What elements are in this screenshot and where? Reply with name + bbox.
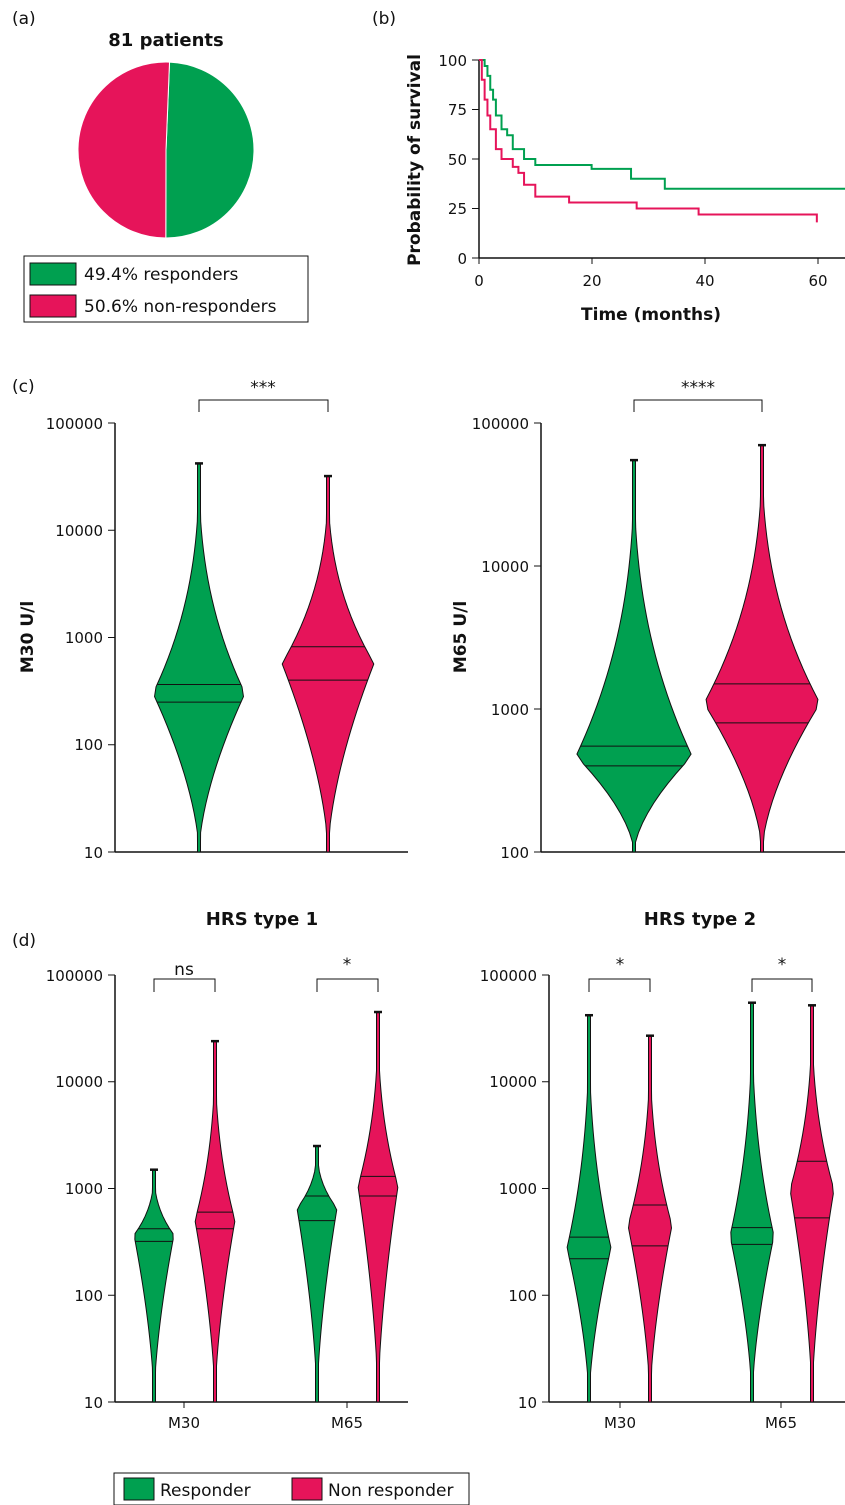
m30-significance-bracket <box>198 399 329 412</box>
km-x-tick-label: 0 <box>474 272 484 290</box>
hrs2-m30-significance-bracket <box>588 978 651 992</box>
km-y-tick-label: 25 <box>448 200 467 218</box>
m65-significance-label: **** <box>681 378 715 398</box>
legend-label-non-responder: Non responder <box>328 1481 453 1501</box>
violin-non-responder <box>281 475 375 853</box>
m30-y-tick-label: 1000 <box>65 629 103 647</box>
violin-m65-responder <box>296 1145 338 1403</box>
m30-y-tick-label: 10000 <box>55 522 103 540</box>
panel-label-a: (a) <box>12 9 36 29</box>
km-y-ticks: 0 25 50 75 100 <box>438 52 479 268</box>
hrs1-title: HRS type 1 <box>206 909 318 930</box>
panel-label-d: (d) <box>12 931 36 951</box>
hrs1-y-tick-label: 1000 <box>65 1180 103 1198</box>
panel-b: (b) Probability of survival Time (months… <box>372 9 845 325</box>
panel-label-b: (b) <box>372 9 396 29</box>
km-curve-responders <box>479 59 845 190</box>
pie-title: 81 patients <box>108 30 223 51</box>
pie-slice-responders <box>165 61 255 239</box>
pie-slice-non-responders <box>77 61 171 239</box>
hrs1-y-tick-label: 10 <box>84 1394 103 1412</box>
panel-d-hrs2: HRS type 2 10 100 1000 10000 100000 M30 … <box>480 909 845 1432</box>
hrs2-y-tick-label: 100 <box>508 1287 537 1305</box>
km-x-tick-label: 40 <box>695 272 714 290</box>
km-y-tick-label: 50 <box>448 151 467 169</box>
m65-y-tick-label: 100 <box>500 844 529 862</box>
km-y-tick-label: 75 <box>448 101 467 119</box>
hrs2-y-tick-label: 10 <box>518 1394 537 1412</box>
hrs2-y-ticks: 10 100 1000 10000 100000 <box>480 967 549 1412</box>
km-x-ticks: 0 20 40 60 <box>474 258 828 290</box>
hrs2-m30-significance-label: * <box>616 955 625 975</box>
hrs1-y-tick-label: 100000 <box>46 967 103 985</box>
km-curve-non-responders <box>479 59 818 223</box>
hrs1-y-ticks: 10 100 1000 10000 100000 <box>46 967 115 1412</box>
km-y-tick-label: 100 <box>438 52 467 70</box>
hrs2-y-tick-label: 100000 <box>480 967 537 985</box>
violin-m30-responder <box>134 1169 174 1403</box>
violin-responder <box>576 459 692 853</box>
violin-non-responder <box>705 444 819 853</box>
m65-y-tick-label: 100000 <box>472 415 529 433</box>
hrs2-m65-significance-label: * <box>778 955 787 975</box>
km-y-tick-label: 0 <box>457 250 467 268</box>
legend-label-responder: Responder <box>160 1481 251 1501</box>
legend-label-non-responders: 50.6% non-responders <box>84 297 277 317</box>
hrs2-title: HRS type 2 <box>644 909 756 930</box>
hrs1-x-tick-label-m65: M65 <box>331 1414 363 1432</box>
hrs1-x-tick-label-m30: M30 <box>168 1414 200 1432</box>
hrs1-m65-significance-label: * <box>343 955 352 975</box>
violin-m65-non-responder <box>790 1004 834 1403</box>
violin-responder <box>154 462 244 853</box>
panel-c-m30: (c) M30 U/l 10 100 1000 10000 100000 *** <box>12 377 408 862</box>
m30-y-axis-label: M30 U/l <box>18 601 38 673</box>
hrs2-x-tick-label-m30: M30 <box>604 1414 636 1432</box>
panel-c-m65: M65 U/l 100 1000 10000 100000 **** <box>451 378 845 862</box>
legend-swatch-non-responder <box>291 1477 323 1501</box>
panel-d-hrs1: (d) HRS type 1 10 100 1000 10000 100000 … <box>12 909 408 1432</box>
hrs2-y-tick-label: 1000 <box>499 1180 537 1198</box>
panel-a: (a) 81 patients 49.4% responders 50.6% n… <box>12 9 309 323</box>
hrs1-y-tick-label: 100 <box>74 1287 103 1305</box>
legend-swatch-non-responders <box>29 294 77 318</box>
hrs1-m30-significance-label: ns <box>174 960 194 980</box>
hrs2-y-tick-label: 10000 <box>489 1073 537 1091</box>
legend-swatch-responders <box>29 262 77 286</box>
km-x-axis-label: Time (months) <box>581 305 721 325</box>
m30-y-tick-label: 100 <box>74 736 103 754</box>
hrs1-y-tick-label: 10000 <box>55 1073 103 1091</box>
legend-swatch-responder <box>123 1477 155 1501</box>
hrs1-m30-significance-bracket <box>153 978 216 992</box>
m65-y-tick-label: 1000 <box>491 701 529 719</box>
panel-label-c: (c) <box>12 377 35 397</box>
m30-y-ticks: 10 100 1000 10000 100000 <box>46 415 115 862</box>
violin-m30-responder <box>566 1014 612 1403</box>
m30-y-tick-label: 10 <box>84 844 103 862</box>
violin-m30-non-responder <box>627 1035 673 1403</box>
bottom-legend: Responder Non responder <box>113 1472 470 1505</box>
hrs1-m65-significance-bracket <box>316 978 379 992</box>
violin-m65-non-responder <box>357 1011 399 1403</box>
m30-y-tick-label: 100000 <box>46 415 103 433</box>
violin-m30-non-responder <box>194 1040 236 1403</box>
m65-y-ticks: 100 1000 10000 100000 <box>472 415 541 862</box>
hrs2-x-tick-label-m65: M65 <box>765 1414 797 1432</box>
m30-significance-label: *** <box>250 378 276 398</box>
legend-label-responders: 49.4% responders <box>84 265 239 285</box>
violin-m65-responder <box>730 1002 774 1403</box>
m65-y-axis-label: M65 U/l <box>451 601 471 673</box>
m65-y-tick-label: 10000 <box>481 558 529 576</box>
km-x-tick-label: 20 <box>582 272 601 290</box>
m65-significance-bracket <box>633 399 763 412</box>
km-x-tick-label: 60 <box>808 272 827 290</box>
hrs2-m65-significance-bracket <box>751 978 813 992</box>
km-y-axis-label: Probability of survival <box>405 54 425 266</box>
